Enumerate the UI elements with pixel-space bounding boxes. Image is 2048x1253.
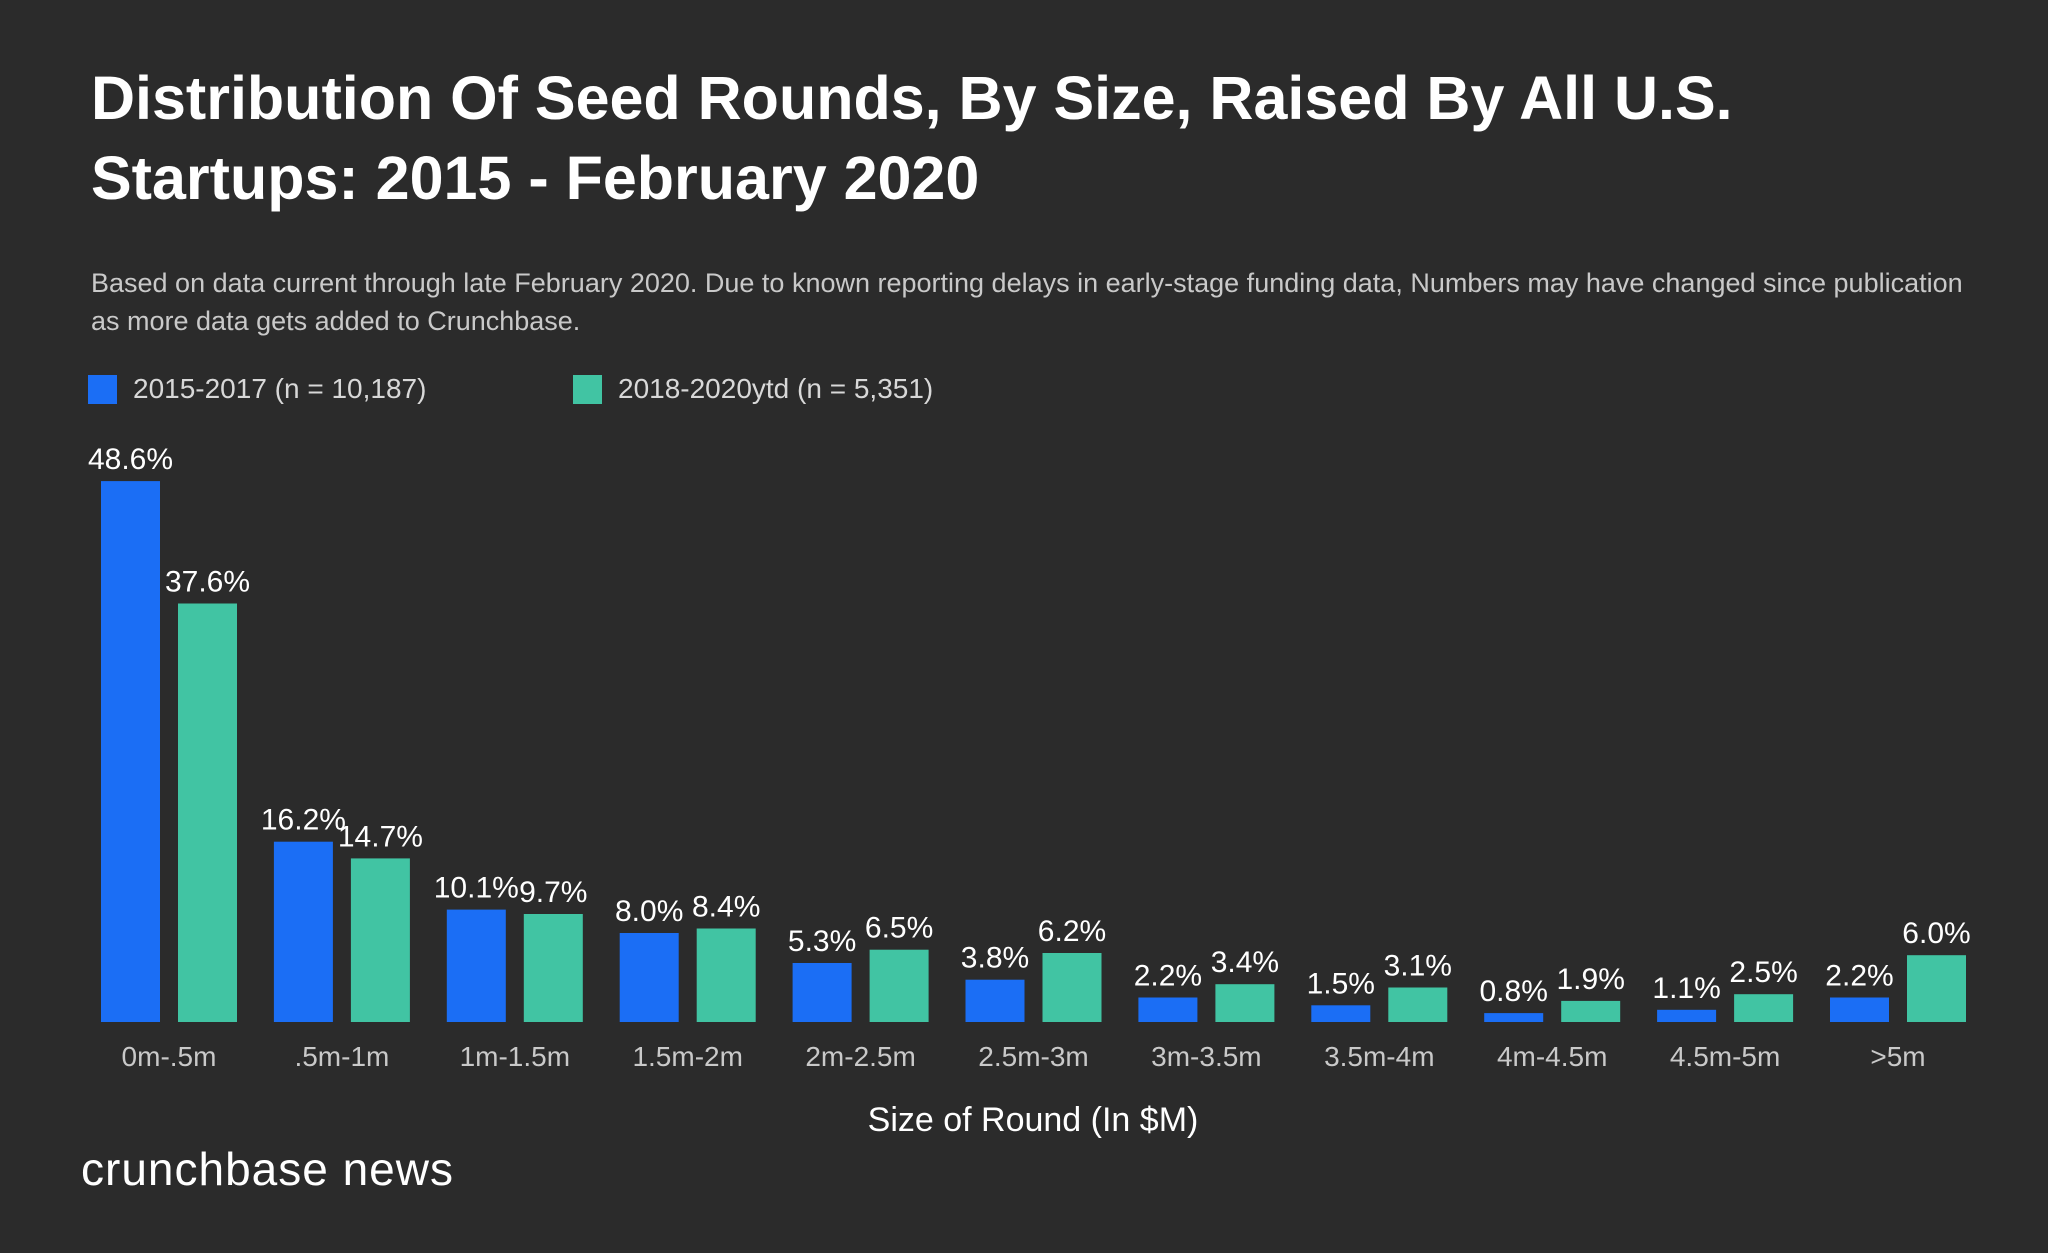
value-label-series-2-7: 3.1% (1384, 950, 1452, 983)
legend-swatch-series-2 (573, 374, 602, 404)
value-label-series-2-3: 8.4% (692, 891, 760, 924)
bar-series-2-1 (350, 858, 410, 1022)
value-label-series-2-9: 2.5% (1729, 956, 1797, 989)
value-label-series-2-4: 6.5% (865, 912, 933, 945)
bar-series-2-9 (1734, 994, 1794, 1022)
value-label-series-1-8: 0.8% (1480, 975, 1548, 1008)
bar-series-2-2 (523, 914, 583, 1022)
value-label-series-2-0: 37.6% (165, 566, 250, 599)
value-label-series-2-8: 1.9% (1557, 963, 1625, 996)
value-label-series-1-2: 10.1% (434, 872, 519, 905)
legend-label-series-2: 2018-2020ytd (n = 5,351) (618, 373, 934, 404)
category-label-3: 1.5m-2m (632, 1041, 742, 1072)
value-label-series-1-6: 2.2% (1134, 960, 1202, 993)
bar-series-1-2 (446, 909, 506, 1022)
bar-series-2-4 (869, 949, 929, 1022)
value-label-series-1-4: 5.3% (788, 925, 856, 958)
bar-series-2-8 (1561, 1000, 1621, 1022)
value-label-series-1-10: 2.2% (1825, 960, 1893, 993)
x-axis-title: Size of Round (In $M) (868, 1101, 1199, 1139)
legend-label-series-1: 2015-2017 (n = 10,187) (133, 373, 427, 404)
value-label-series-1-0: 48.6% (88, 443, 173, 476)
bar-series-1-6 (1138, 997, 1198, 1022)
bar-series-1-1 (273, 841, 333, 1022)
category-label-9: 4.5m-5m (1670, 1041, 1780, 1072)
category-label-6: 3m-3.5m (1151, 1041, 1261, 1072)
value-label-series-1-1: 16.2% (261, 804, 346, 837)
value-label-series-1-3: 8.0% (615, 895, 683, 928)
value-label-series-1-5: 3.8% (961, 942, 1029, 975)
legend-swatch-series-1 (88, 374, 117, 404)
category-label-10: >5m (1870, 1041, 1925, 1072)
value-label-series-2-10: 6.0% (1902, 917, 1970, 950)
category-label-4: 2m-2.5m (805, 1041, 915, 1072)
bar-series-2-0 (178, 603, 237, 1022)
value-label-series-2-6: 3.4% (1211, 946, 1279, 979)
category-label-8: 4m-4.5m (1497, 1041, 1607, 1072)
bar-series-2-5 (1042, 953, 1102, 1022)
legend-item-series-2: 2018-2020ytd (n = 5,351) (573, 372, 933, 406)
bar-series-2-3 (696, 928, 756, 1022)
crunchbase-news-logo: crunchbase news (81, 1143, 454, 1195)
bar-series-1-7 (1311, 1005, 1371, 1022)
value-label-series-1-9: 1.1% (1652, 972, 1720, 1005)
value-label-series-1-7: 1.5% (1307, 967, 1375, 1000)
category-label-7: 3.5m-4m (1324, 1041, 1434, 1072)
bar-series-1-5 (965, 979, 1025, 1022)
bar-series-2-7 (1388, 987, 1448, 1022)
bar-series-1-4 (792, 963, 852, 1022)
bar-series-1-9 (1657, 1009, 1717, 1022)
category-label-5: 2.5m-3m (978, 1041, 1088, 1072)
bar-series-2-10 (1907, 955, 1966, 1022)
bars-layer (101, 481, 1966, 1023)
legend-item-series-1: 2015-2017 (n = 10,187) (88, 372, 426, 406)
chart-subtitle: Based on data current through late Febru… (91, 268, 1963, 336)
value-labels-layer: 48.6% 37.6% 16.2%14.7% 10.1% 9.7% 8.0% 8.4% 5.3… (88, 443, 1971, 1008)
bar-series-1-10 (1830, 997, 1889, 1022)
category-labels-layer: 0m-.5m .5m-1m 1m-1.5m 1.5m-2m 2m-2.5m 2.5m-3m… (122, 1041, 1926, 1072)
value-label-series-2-1: 14.7% (338, 820, 423, 853)
bar-series-1-3 (619, 933, 679, 1022)
category-label-2: 1m-1.5m (460, 1041, 570, 1072)
bar-series-2-6 (1215, 984, 1275, 1022)
bar-series-1-8 (1484, 1013, 1544, 1022)
bar-series-1-0 (101, 481, 160, 1023)
category-label-1: .5m-1m (294, 1041, 389, 1072)
value-label-series-2-5: 6.2% (1038, 915, 1106, 948)
chart-title: Distribution Of Seed Rounds, By Size, Ra… (91, 64, 1733, 212)
category-label-0: 0m-.5m (122, 1041, 217, 1072)
value-label-series-2-2: 9.7% (519, 876, 587, 909)
